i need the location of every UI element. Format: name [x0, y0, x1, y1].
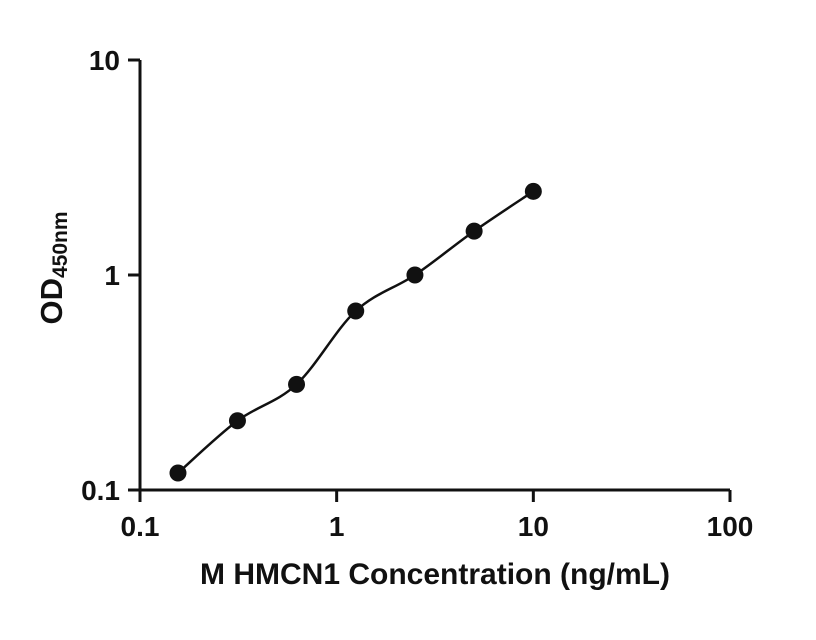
data-point	[406, 266, 424, 284]
y-axis-title-main: OD	[34, 278, 69, 325]
data-point	[288, 375, 306, 393]
y-tick-label: 1	[104, 260, 120, 291]
data-point	[465, 222, 483, 240]
data-point	[347, 302, 365, 320]
y-axis-title-subscript: 450nm	[48, 211, 72, 279]
y-tick-label: 10	[89, 45, 120, 76]
x-tick-label: 100	[707, 511, 754, 542]
y-tick-label: 0.1	[81, 475, 120, 506]
x-tick-label: 10	[518, 511, 549, 542]
x-axis-title: M HMCN1 Concentration (ng/mL)	[200, 558, 670, 591]
x-tick-label: 1	[329, 511, 345, 542]
data-point	[524, 182, 542, 200]
data-point	[228, 412, 246, 430]
y-axis-title: OD450nm	[34, 211, 72, 325]
x-tick-label: 0.1	[121, 511, 160, 542]
data-point	[169, 464, 187, 482]
